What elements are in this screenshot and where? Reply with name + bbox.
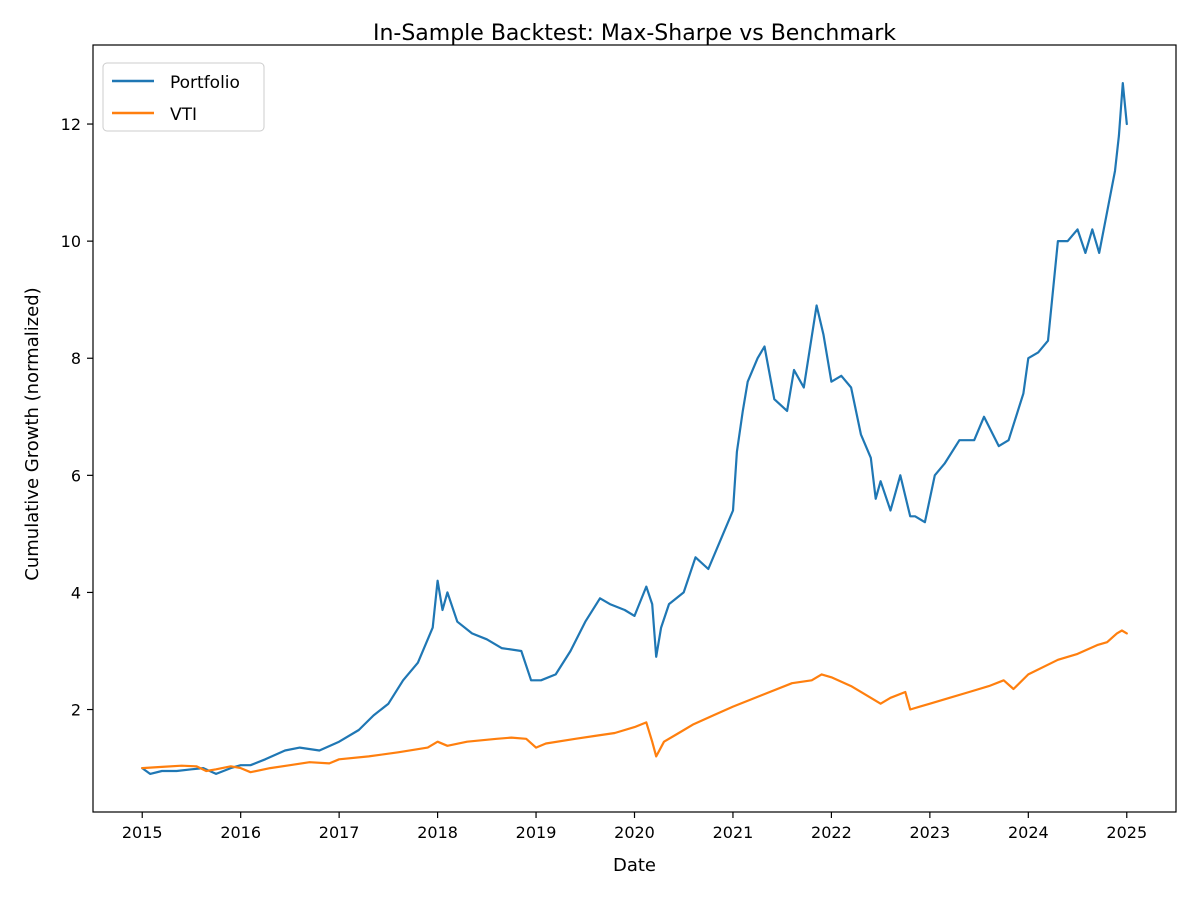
x-axis-ticks: 2015 2016 2017 2018 2019 2020 2021 2022 2023 2024… (122, 812, 1147, 842)
y-tick-label: 4 (71, 583, 81, 602)
y-tick-label: 10 (61, 232, 81, 251)
x-tick-label: 2021 (713, 823, 754, 842)
x-axis-label: Date (613, 855, 656, 876)
series-line-portfolio (141, 81, 1128, 776)
y-tick-label: 6 (71, 466, 81, 485)
x-tick-label: 2024 (1008, 823, 1049, 842)
legend: Portfolio VTI (102, 62, 265, 132)
x-tick-label: 2025 (1106, 823, 1147, 842)
x-tick-label: 2015 (122, 823, 163, 842)
y-tick-label: 8 (71, 349, 81, 368)
x-tick-label: 2016 (220, 823, 261, 842)
x-tick-label: 2020 (614, 823, 655, 842)
series-layer (141, 81, 1128, 776)
legend-label-vti: VTI (170, 105, 197, 125)
series-line-vti (141, 629, 1128, 774)
x-tick-label: 2019 (516, 823, 557, 842)
x-tick-label: 2023 (910, 823, 951, 842)
legend-label-portfolio: Portfolio (170, 73, 240, 93)
y-tick-label: 2 (71, 701, 81, 720)
x-tick-label: 2022 (811, 823, 852, 842)
x-tick-label: 2017 (319, 823, 360, 842)
y-tick-label: 12 (61, 115, 81, 134)
chart-title: In-Sample Backtest: Max-Sharpe vs Benchm… (373, 21, 896, 46)
plot-frame (92, 44, 1177, 813)
y-axis-label: Cumulative Growth (normalized) (22, 287, 43, 580)
y-axis-ticks: 2 4 6 8 10 12 (61, 115, 93, 720)
x-tick-label: 2018 (417, 823, 458, 842)
